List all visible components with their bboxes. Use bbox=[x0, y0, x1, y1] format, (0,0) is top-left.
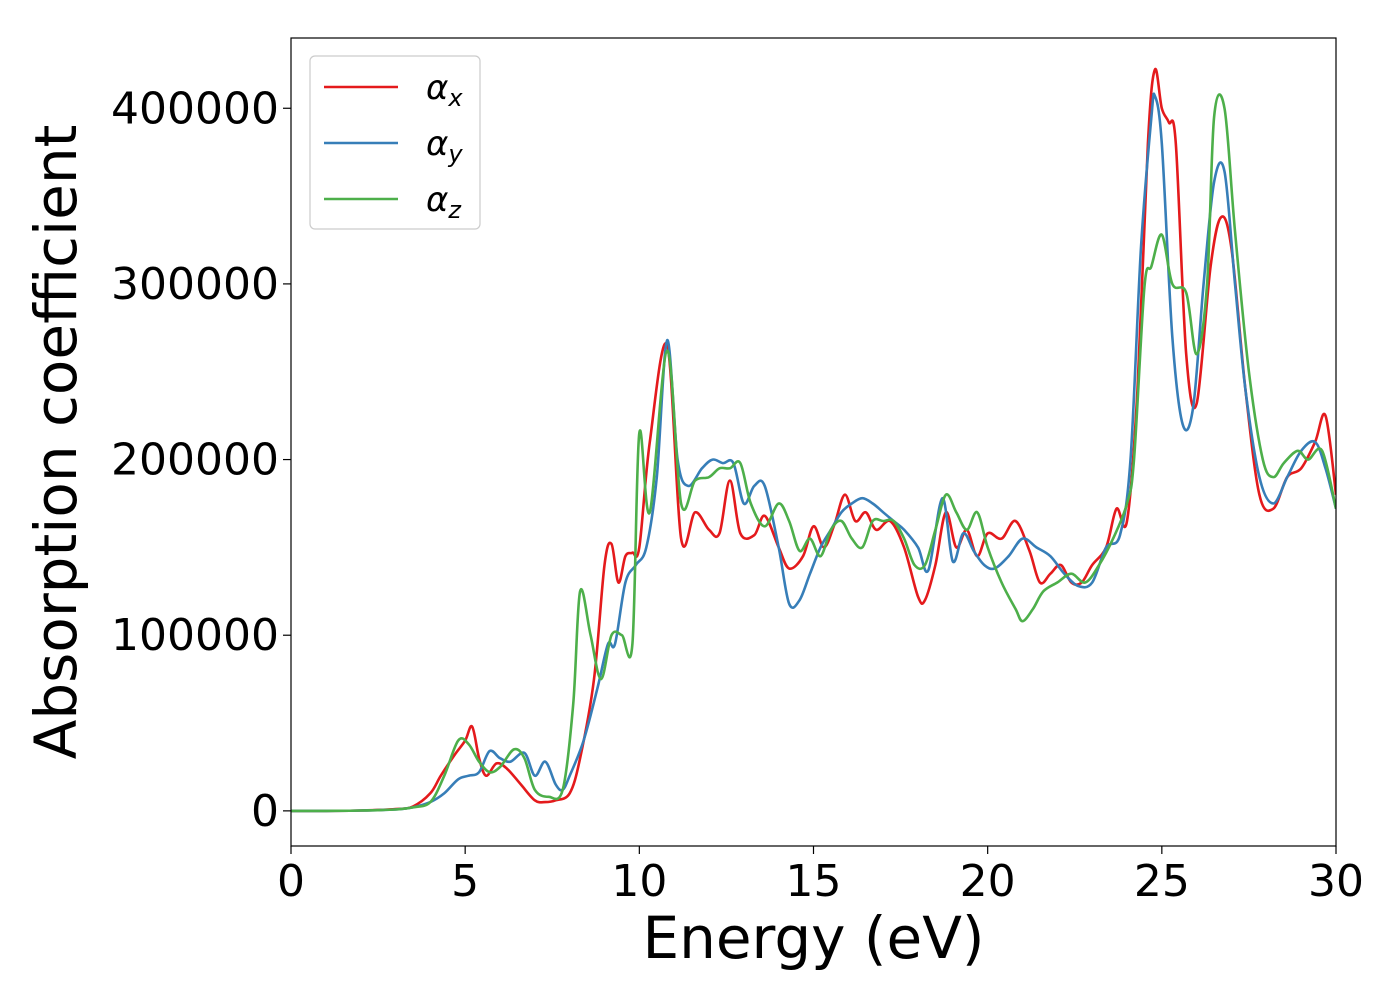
y-tick-label: 400000 bbox=[111, 83, 279, 134]
x-tick-label: 30 bbox=[1308, 856, 1364, 907]
legend: αx αy αz bbox=[309, 55, 481, 230]
series-line-y bbox=[291, 92, 1336, 813]
series-line-x bbox=[291, 67, 1336, 813]
x-axis-ticks: 0 5 10 15 20 25 30 bbox=[277, 846, 1364, 907]
y-axis-ticks: 0 100000 200000 300000 400000 bbox=[111, 83, 291, 837]
x-tick-label: 0 bbox=[277, 856, 305, 907]
legend-label-x: αx bbox=[426, 68, 463, 112]
y-tick-label: 100000 bbox=[111, 610, 279, 661]
x-tick-label: 5 bbox=[451, 856, 479, 907]
legend-label-z: αz bbox=[426, 180, 462, 224]
plot-lines bbox=[291, 67, 1336, 813]
series-line-z bbox=[291, 93, 1336, 813]
x-tick-label: 10 bbox=[611, 856, 667, 907]
y-axis-label: Absorption coefficient bbox=[22, 125, 90, 760]
x-tick-label: 20 bbox=[960, 856, 1016, 907]
x-tick-label: 15 bbox=[786, 856, 842, 907]
y-tick-label: 300000 bbox=[111, 259, 279, 310]
legend-label-y: αy bbox=[426, 124, 463, 168]
y-tick-label: 200000 bbox=[111, 435, 279, 486]
y-tick-label: 0 bbox=[251, 786, 279, 837]
x-tick-label: 25 bbox=[1134, 856, 1190, 907]
x-axis-label: Energy (eV) bbox=[642, 904, 984, 972]
